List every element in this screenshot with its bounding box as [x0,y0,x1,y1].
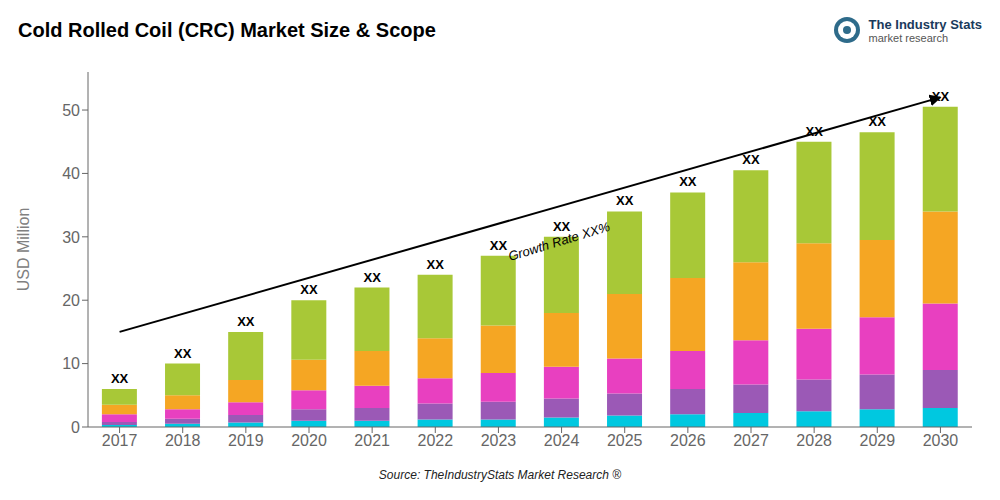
svg-text:2020: 2020 [291,432,327,449]
svg-text:2022: 2022 [417,432,453,449]
svg-text:2029: 2029 [859,432,895,449]
svg-text:20: 20 [62,292,80,309]
svg-text:XX: XX [932,89,950,104]
svg-text:2023: 2023 [481,432,517,449]
svg-text:2021: 2021 [354,432,390,449]
svg-text:2024: 2024 [544,432,580,449]
html-text:The Industry Stats: The Industry Stats [868,16,982,32]
svg-text:2030: 2030 [923,432,959,449]
svg-text:2025: 2025 [607,432,643,449]
svg-text:0: 0 [71,419,80,436]
svg-text:XX: XX [742,152,760,167]
svg-text:XX: XX [490,238,508,253]
svg-text:2027: 2027 [733,432,769,449]
html-text:Cold Rolled Coil (CRC) Market: Cold Rolled Coil (CRC) Market Size & Sco… [18,18,436,41]
svg-text:XX: XX [679,174,697,189]
svg-text:XX: XX [805,124,823,139]
svg-text:10: 10 [62,355,80,372]
svg-text:XX: XX [174,346,192,361]
svg-text:2028: 2028 [796,432,832,449]
html-text:market research: market research [868,31,949,44]
svg-text:XX: XX [427,257,445,272]
svg-text:2026: 2026 [670,432,706,449]
svg-text:40: 40 [62,165,80,182]
html-text:Source: TheIndustryStats Marke: Source: TheIndustryStats Market Research… [378,468,622,482]
svg-text:XX: XX [300,282,318,297]
svg-text:XX: XX [869,114,887,129]
svg-text:30: 30 [62,229,80,246]
svg-text:XX: XX [111,371,129,386]
svg-text:XX: XX [616,193,634,208]
svg-text:Growth Rate XX%: Growth Rate XX% [506,219,611,264]
svg-text:50: 50 [62,102,80,119]
svg-text:XX: XX [237,314,255,329]
svg-text:2018: 2018 [165,432,201,449]
svg-text:2017: 2017 [102,432,138,449]
svg-text:USD Million: USD Million [15,208,32,292]
svg-text:2019: 2019 [228,432,264,449]
svg-text:XX: XX [363,270,381,285]
